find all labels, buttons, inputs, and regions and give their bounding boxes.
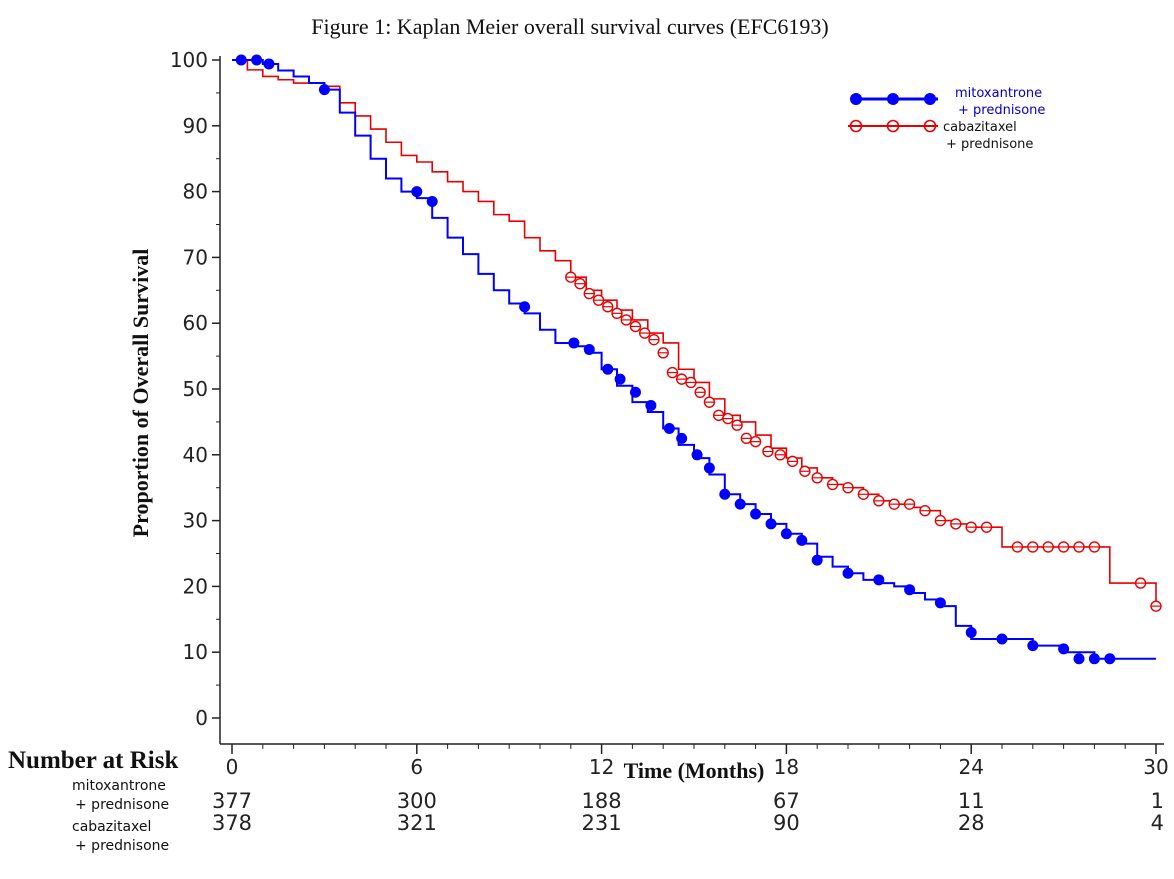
risk-value: 11 (958, 789, 985, 813)
censor-marker-mitoxantrone (765, 518, 777, 530)
censor-marker-mitoxantrone (811, 554, 823, 566)
y-axis-label: Proportion of Overall Survival (128, 249, 153, 538)
legend-marker-cabazitaxel (886, 119, 900, 133)
risk-value: 188 (582, 789, 622, 813)
censor-marker-mitoxantrone (568, 337, 580, 349)
number-at-risk-heading: Number at Risk (8, 747, 178, 774)
censor-marker-mitoxantrone (676, 432, 688, 444)
risk-value: 4 (1151, 811, 1164, 835)
legend: mitoxantrone + prednisone cabazitaxel + … (848, 86, 1045, 152)
legend-item-mitoxantrone: mitoxantrone + prednisone (850, 86, 1045, 118)
y-tick-label: 60 (183, 311, 208, 335)
risk-value: 378 (212, 811, 252, 835)
censor-marker-mitoxantrone (904, 584, 916, 596)
censor-marker-mitoxantrone (602, 363, 614, 375)
number-at-risk-table: Number at Risk mitoxantrone + prednisone… (8, 747, 1164, 854)
censor-marker-mitoxantrone (1104, 653, 1116, 665)
censor-marker-mitoxantrone (629, 386, 641, 398)
censor-marker-mitoxantrone (318, 84, 330, 96)
risk-value: 300 (397, 789, 437, 813)
censor-marker-mitoxantrone (934, 597, 946, 609)
x-tick-label: 24 (958, 755, 983, 779)
legend-label-mitoxantrone-line1: mitoxantrone (955, 86, 1042, 101)
censor-marker-mitoxantrone (411, 186, 423, 198)
censor-marker-mitoxantrone (691, 449, 703, 461)
y-tick-label: 90 (183, 114, 208, 138)
x-axis-label: Time (Months) (624, 758, 765, 783)
censor-marker-mitoxantrone (519, 301, 531, 313)
y-tick-label: 40 (183, 443, 208, 467)
legend-marker-mitoxantrone (924, 93, 936, 105)
risk-value: 90 (773, 811, 800, 835)
legend-label-cabazitaxel-line1: cabazitaxel (943, 120, 1017, 135)
censor-marker-mitoxantrone (663, 422, 675, 434)
censor-marker-mitoxantrone (235, 54, 247, 66)
legend-marker-cabazitaxel (923, 119, 937, 133)
x-tick-label: 18 (774, 755, 799, 779)
censor-marker-mitoxantrone (1073, 653, 1085, 665)
censor-marker-mitoxantrone (780, 528, 792, 540)
x-tick-label: 12 (589, 755, 614, 779)
censor-marker-mitoxantrone (996, 633, 1008, 645)
y-tick-label: 50 (183, 377, 208, 401)
risk-value: 231 (582, 811, 622, 835)
censor-marker-mitoxantrone (1088, 653, 1100, 665)
censor-marker-mitoxantrone (251, 54, 263, 66)
censor-marker-mitoxantrone (645, 399, 657, 411)
legend-marker-cabazitaxel (849, 119, 863, 133)
censor-marker-mitoxantrone (842, 567, 854, 579)
risk-value: 28 (958, 811, 985, 835)
censor-marker-mitoxantrone (703, 462, 715, 474)
y-tick-label: 10 (183, 640, 208, 664)
legend-label-cabazitaxel-line2: + prednisone (946, 137, 1033, 152)
risk-row-label-cabazitaxel-line2: + prednisone (75, 838, 169, 854)
y-tick-label: 20 (183, 574, 208, 598)
censor-marker-mitoxantrone (426, 195, 438, 207)
x-tick-label: 6 (410, 755, 423, 779)
y-tick-label: 0 (195, 706, 208, 730)
risk-value: 67 (773, 789, 800, 813)
censor-marker-mitoxantrone (734, 498, 746, 510)
risk-value: 1 (1151, 789, 1164, 813)
y-tick-label: 70 (183, 245, 208, 269)
censor-marker-mitoxantrone (719, 488, 731, 500)
risk-row-label-mitoxantrone-line1: mitoxantrone (72, 778, 166, 794)
risk-row-label-cabazitaxel-line1: cabazitaxel (72, 819, 151, 835)
x-tick-label: 0 (226, 755, 239, 779)
axes: 0 10 20 30 40 50 60 70 80 90 100 0 6 12 18 24 30 (170, 48, 1169, 779)
risk-value: 321 (397, 811, 437, 835)
y-tick-label: 100 (170, 48, 208, 72)
legend-item-cabazitaxel: cabazitaxel + prednisone (848, 119, 1033, 152)
risk-value: 377 (212, 789, 252, 813)
censor-marker-mitoxantrone (1058, 643, 1070, 655)
x-tick-label: 30 (1143, 755, 1168, 779)
legend-marker-mitoxantrone (887, 93, 899, 105)
y-tick-label: 80 (183, 180, 208, 204)
censor-marker-mitoxantrone (873, 574, 885, 586)
censor-marker-mitoxantrone (263, 58, 275, 70)
censor-marker-mitoxantrone (796, 534, 808, 546)
y-tick-label: 30 (183, 509, 208, 533)
censor-marker-mitoxantrone (750, 508, 762, 520)
legend-marker-mitoxantrone (850, 93, 862, 105)
chart-title: Figure 1: Kaplan Meier overall survival … (311, 14, 828, 39)
series-layer (232, 54, 1162, 665)
legend-label-mitoxantrone-line2: + prednisone (958, 103, 1045, 118)
risk-row-label-mitoxantrone-line2: + prednisone (75, 797, 169, 813)
censor-marker-mitoxantrone (583, 344, 595, 356)
censor-marker-mitoxantrone (965, 626, 977, 638)
survival-curve-cabazitaxel (232, 59, 1157, 607)
censor-marker-mitoxantrone (614, 373, 626, 385)
censor-marker-mitoxantrone (1027, 640, 1039, 652)
